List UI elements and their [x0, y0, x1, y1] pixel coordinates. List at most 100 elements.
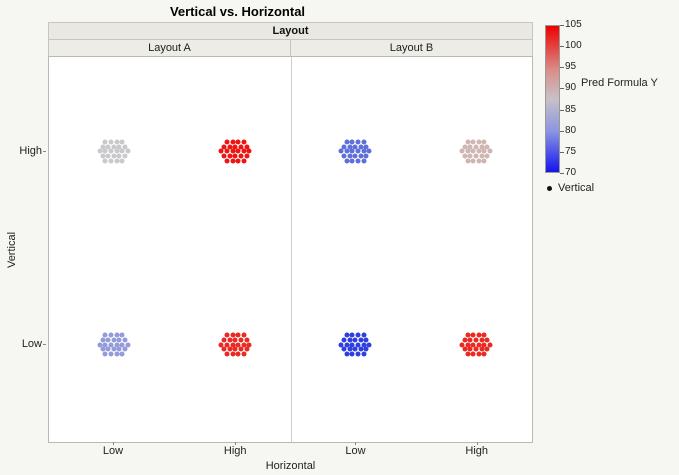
data-point: [484, 144, 490, 150]
colorbar-tick-label: 80: [559, 124, 577, 136]
data-point: [246, 148, 252, 154]
colorbar-tick-label: 75: [559, 145, 577, 157]
data-point: [224, 148, 230, 154]
data-point: [344, 342, 350, 348]
data-point: [218, 148, 224, 154]
data-point: [97, 342, 103, 348]
data-point: [361, 139, 367, 145]
data-point: [355, 351, 361, 357]
data-point: [224, 332, 230, 338]
data-point: [235, 351, 241, 357]
data-point: [116, 337, 122, 343]
data-point: [341, 346, 347, 352]
colorbar-tick-label: 100: [560, 40, 582, 52]
data-point: [244, 337, 250, 343]
x-axis-label: Horizontal: [265, 460, 316, 472]
data-point: [108, 332, 114, 338]
data-point: [230, 351, 236, 357]
data-point: [476, 139, 482, 145]
colorbar-tick-label: 95: [559, 61, 577, 73]
data-point: [344, 351, 350, 357]
data-point: [114, 342, 120, 348]
data-point: [114, 148, 120, 154]
colorbar-tick-label: 70: [559, 167, 577, 178]
data-point: [355, 139, 361, 145]
data-point: [224, 342, 230, 348]
data-point: [116, 144, 122, 150]
data-point: [481, 148, 487, 154]
data-point: [355, 342, 361, 348]
data-point: [484, 153, 490, 159]
data-point: [114, 351, 120, 357]
data-point: [100, 346, 106, 352]
data-point: [481, 332, 487, 338]
x-tick-label: Low: [325, 442, 385, 457]
data-point: [221, 153, 227, 159]
data-point: [347, 337, 353, 343]
y-tick-label: High: [0, 145, 46, 157]
data-point: [241, 158, 247, 164]
data-point: [358, 153, 364, 159]
colorbar-tick-label: 90: [559, 82, 577, 94]
data-point: [114, 139, 120, 145]
data-point: [232, 144, 238, 150]
data-point: [235, 139, 241, 145]
data-point: [465, 139, 471, 145]
data-point: [108, 139, 114, 145]
data-point: [119, 148, 125, 154]
y-tick-label: Low: [0, 338, 46, 350]
data-point: [481, 351, 487, 357]
data-point: [358, 337, 364, 343]
data-point: [244, 153, 250, 159]
data-point: [100, 144, 106, 150]
x-tick-label: Low: [83, 442, 143, 457]
data-point: [105, 153, 111, 159]
data-point: [108, 342, 114, 348]
data-point: [476, 332, 482, 338]
data-point: [366, 148, 372, 154]
data-point: [473, 337, 479, 343]
data-point: [238, 153, 244, 159]
data-point: [344, 158, 350, 164]
data-point: [352, 346, 358, 352]
panel-header-layout-b: Layout B: [291, 39, 533, 57]
data-point: [241, 342, 247, 348]
data-point: [122, 144, 128, 150]
data-point: [479, 337, 485, 343]
data-point: [111, 153, 117, 159]
data-point: [235, 332, 241, 338]
data-point: [352, 144, 358, 150]
data-point: [484, 346, 490, 352]
data-point: [232, 346, 238, 352]
data-point: [361, 148, 367, 154]
data-point: [349, 139, 355, 145]
data-point: [470, 342, 476, 348]
data-point: [246, 342, 252, 348]
data-point: [465, 158, 471, 164]
data-point: [476, 351, 482, 357]
data-point: [227, 346, 233, 352]
data-point: [108, 351, 114, 357]
data-point: [119, 139, 125, 145]
data-point: [241, 148, 247, 154]
data-point: [221, 337, 227, 343]
data-point: [476, 148, 482, 154]
chart-title: Vertical vs. Horizontal: [169, 4, 306, 19]
panel-header-layout-a: Layout A: [48, 39, 291, 57]
data-point: [102, 148, 108, 154]
marker-legend: Vertical: [547, 182, 594, 194]
data-point: [462, 337, 468, 343]
data-point: [227, 144, 233, 150]
data-point: [363, 153, 369, 159]
data-point: [358, 346, 364, 352]
data-point: [111, 144, 117, 150]
data-point: [481, 342, 487, 348]
data-point: [221, 144, 227, 150]
data-point: [352, 153, 358, 159]
panel-divider: [290, 57, 292, 442]
data-point: [470, 351, 476, 357]
data-point: [349, 148, 355, 154]
data-point: [224, 139, 230, 145]
marker-dot-icon: [547, 185, 552, 191]
